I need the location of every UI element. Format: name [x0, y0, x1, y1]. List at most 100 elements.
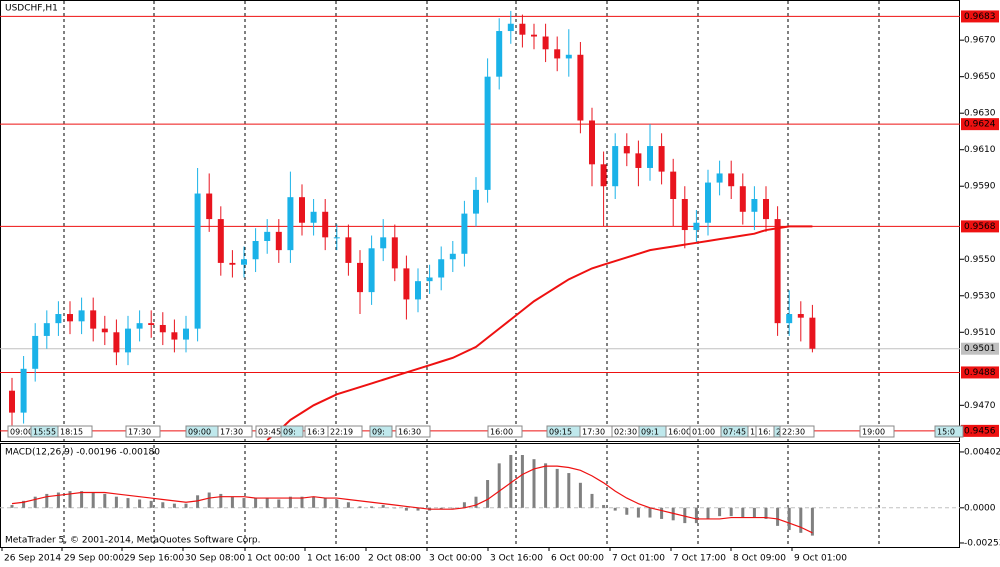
event-label: 01:00	[692, 428, 715, 437]
candle-body	[32, 335, 39, 369]
candle-body	[577, 54, 584, 121]
macd-bar	[462, 502, 466, 508]
event-label: 17:30	[128, 428, 151, 437]
candle-body	[728, 173, 735, 187]
event-box	[125, 425, 161, 438]
moving-average	[266, 225, 813, 441]
macd-bar	[126, 498, 130, 508]
event-label: 22:30	[782, 428, 805, 437]
candle-body	[635, 153, 642, 168]
event-label: 16:30	[398, 428, 421, 437]
x-tick-label: 3 Oct 00:00	[429, 554, 482, 564]
candle-body	[507, 23, 514, 32]
candle-body	[368, 248, 375, 293]
event-label: 18:15	[60, 428, 83, 437]
candle-body	[299, 197, 305, 223]
event-box	[779, 425, 815, 438]
candle-body	[774, 219, 781, 324]
x-tick-label: 1 Oct 00:00	[247, 554, 300, 564]
y-tick-label: 0.9650	[964, 72, 996, 82]
event-label: 03:45	[258, 428, 281, 437]
candle-body	[78, 310, 85, 322]
candle-body	[217, 219, 224, 263]
candle-body	[125, 328, 131, 353]
y-tick-label: 0.9630	[964, 109, 996, 119]
macd-bar	[810, 507, 814, 536]
macd-bar	[752, 507, 756, 518]
event-label: 09:1	[641, 428, 659, 437]
event-label: 16:	[758, 428, 771, 437]
event-label: 16:3	[307, 428, 325, 437]
event-box	[859, 425, 895, 438]
macd-bar	[114, 496, 118, 508]
macd-bar	[718, 507, 722, 517]
y-tick-label: 0.9530	[964, 291, 996, 301]
candle-body	[148, 323, 155, 325]
level-label: 0.9624	[964, 120, 996, 130]
macd-bar	[416, 507, 420, 511]
macd-bar	[149, 500, 153, 508]
x-tick-label: 1 Oct 16:00	[307, 554, 360, 564]
event-label: 16:00	[490, 428, 513, 437]
level-label: 0.9488	[964, 368, 996, 378]
event-label: 2	[776, 428, 781, 437]
level-label: 0.9501	[964, 344, 996, 354]
level-label-box	[961, 10, 999, 23]
x-tick-label: 30 Sep 08:00	[185, 554, 245, 564]
candle-body	[496, 31, 503, 77]
event-box	[934, 425, 964, 438]
candle-body	[310, 211, 317, 223]
macd-bar	[335, 499, 339, 508]
macd-bar	[80, 491, 84, 508]
candle-body	[612, 146, 619, 187]
candle-body	[345, 237, 352, 263]
event-label: 17:30	[582, 428, 605, 437]
candle-body	[565, 54, 572, 59]
macd-bar	[636, 507, 640, 518]
macd-bar	[671, 507, 675, 521]
macd-bar	[404, 507, 408, 511]
level-label: 0.9683	[964, 12, 996, 22]
event-box	[395, 425, 431, 438]
macd-bar	[370, 506, 374, 508]
candle-body	[716, 173, 723, 183]
y-tick-label: 0.9590	[964, 182, 996, 192]
macd-bar	[625, 507, 629, 515]
event-box	[280, 425, 304, 438]
y-tick-label: 0.9470	[964, 401, 996, 411]
macd-bar	[254, 498, 258, 508]
macd-title: MACD(12,26,9) -0.00196 -0.00180	[5, 448, 160, 458]
macd-bar	[242, 498, 246, 508]
macd-bar	[138, 499, 142, 508]
macd-bar	[196, 495, 200, 508]
x-tick-label: 8 Oct 09:00	[733, 554, 786, 564]
macd-bar	[219, 493, 223, 508]
macd-bar	[22, 500, 26, 508]
candle-body	[751, 199, 758, 212]
candle-body	[9, 390, 15, 413]
candle-body	[206, 193, 213, 220]
candle-body	[705, 182, 711, 223]
macd-bar	[602, 505, 606, 508]
x-tick-label: 7 Oct 01:00	[612, 554, 665, 564]
candle-body	[90, 310, 97, 329]
candle-body	[171, 332, 178, 340]
macd-bar	[706, 507, 710, 519]
macd-bar	[799, 507, 803, 533]
macd-bar	[161, 502, 165, 508]
plot	[0, 10, 960, 536]
candle-body	[322, 211, 329, 238]
macd-bar	[172, 503, 176, 508]
macd-bar	[764, 507, 768, 519]
level-label-box	[961, 342, 999, 355]
macd-bar	[660, 507, 664, 519]
macd-bar	[578, 482, 582, 508]
macd-bar	[312, 496, 316, 508]
candle-body	[589, 120, 595, 165]
macd-y-tick-label: 0.00402	[964, 447, 1000, 457]
symbol-title: USDCHF,H1	[5, 4, 58, 14]
event-box	[369, 425, 393, 438]
macd-bar	[10, 505, 14, 508]
macd-bar	[277, 499, 281, 508]
macd-bar	[683, 507, 687, 524]
